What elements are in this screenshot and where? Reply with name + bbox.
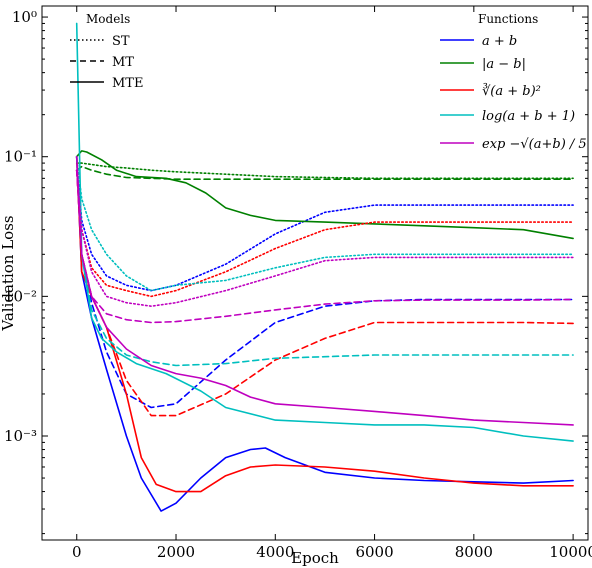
- series-line-8: [75, 155, 574, 493]
- y-axis-title: Validation Loss: [0, 215, 17, 331]
- legend-functions-title: Functions: [478, 12, 538, 26]
- y-tick-label: 10⁻³: [4, 427, 37, 445]
- series-line-7: [75, 169, 574, 417]
- legend-models-label-mte: MTE: [112, 76, 143, 91]
- series-layer: [75, 22, 574, 512]
- legend-functions-label-1: |a − b|: [482, 57, 526, 72]
- x-tick-label: 0: [72, 543, 82, 561]
- legend-models: Models ST MT MTE: [70, 12, 143, 91]
- x-tick-label: 8000: [455, 543, 493, 561]
- legend-models-label-st: ST: [112, 34, 130, 49]
- series-line-4: [75, 165, 574, 180]
- series-line-6: [75, 169, 574, 298]
- y-tick-label: 10⁻¹: [4, 148, 37, 166]
- y-tick-label: 10⁻²: [4, 287, 37, 305]
- x-axis-ticks: 0 2000 4000 6000 8000 10000: [72, 6, 592, 561]
- x-tick-label: 4000: [256, 543, 294, 561]
- x-tick-label: 2000: [157, 543, 195, 561]
- series-line-0: [75, 155, 574, 292]
- series-line-9: [75, 155, 574, 292]
- legend-functions-label-2: ∛(a + b)²: [482, 83, 541, 99]
- plot-frame: [41, 5, 589, 541]
- series-line-1: [75, 155, 574, 409]
- series-line-14: [75, 155, 574, 426]
- series-line-13: [75, 169, 574, 324]
- series-line-5: [75, 150, 574, 240]
- series-line-3: [75, 162, 574, 180]
- legend-models-title: Models: [86, 12, 130, 26]
- legend-functions-label-4: exp −√(a+b) / 5: [482, 137, 587, 152]
- series-line-11: [75, 22, 574, 442]
- x-tick-label: 6000: [355, 543, 393, 561]
- x-tick-label: 10000: [549, 543, 592, 561]
- series-line-10: [75, 155, 574, 367]
- legend-functions: Functions a + b |a − b| ∛(a + b)² log(a + b…: [440, 12, 587, 152]
- legend-functions-label-3: log(a + b + 1): [482, 109, 575, 124]
- legend-models-label-mt: MT: [112, 55, 134, 70]
- y-axis-ticks: 10⁻³ 10⁻² 10⁻¹ 10⁰: [4, 8, 588, 535]
- y-tick-label: 10⁰: [12, 8, 37, 26]
- x-axis-title: Epoch: [291, 549, 339, 567]
- series-line-12: [75, 169, 574, 308]
- series-line-2: [75, 155, 574, 512]
- legend-functions-label-0: a + b: [482, 34, 517, 49]
